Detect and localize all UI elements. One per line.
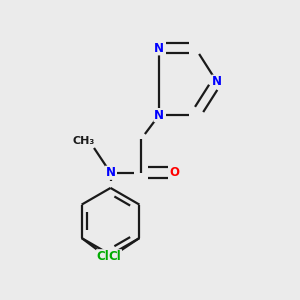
Text: N: N [212, 75, 222, 88]
Text: N: N [154, 42, 164, 55]
Text: Cl: Cl [109, 250, 122, 263]
Text: Cl: Cl [97, 250, 110, 263]
Text: O: O [169, 166, 179, 179]
Text: CH₃: CH₃ [72, 136, 94, 146]
Text: N: N [106, 166, 116, 179]
Text: N: N [154, 109, 164, 122]
